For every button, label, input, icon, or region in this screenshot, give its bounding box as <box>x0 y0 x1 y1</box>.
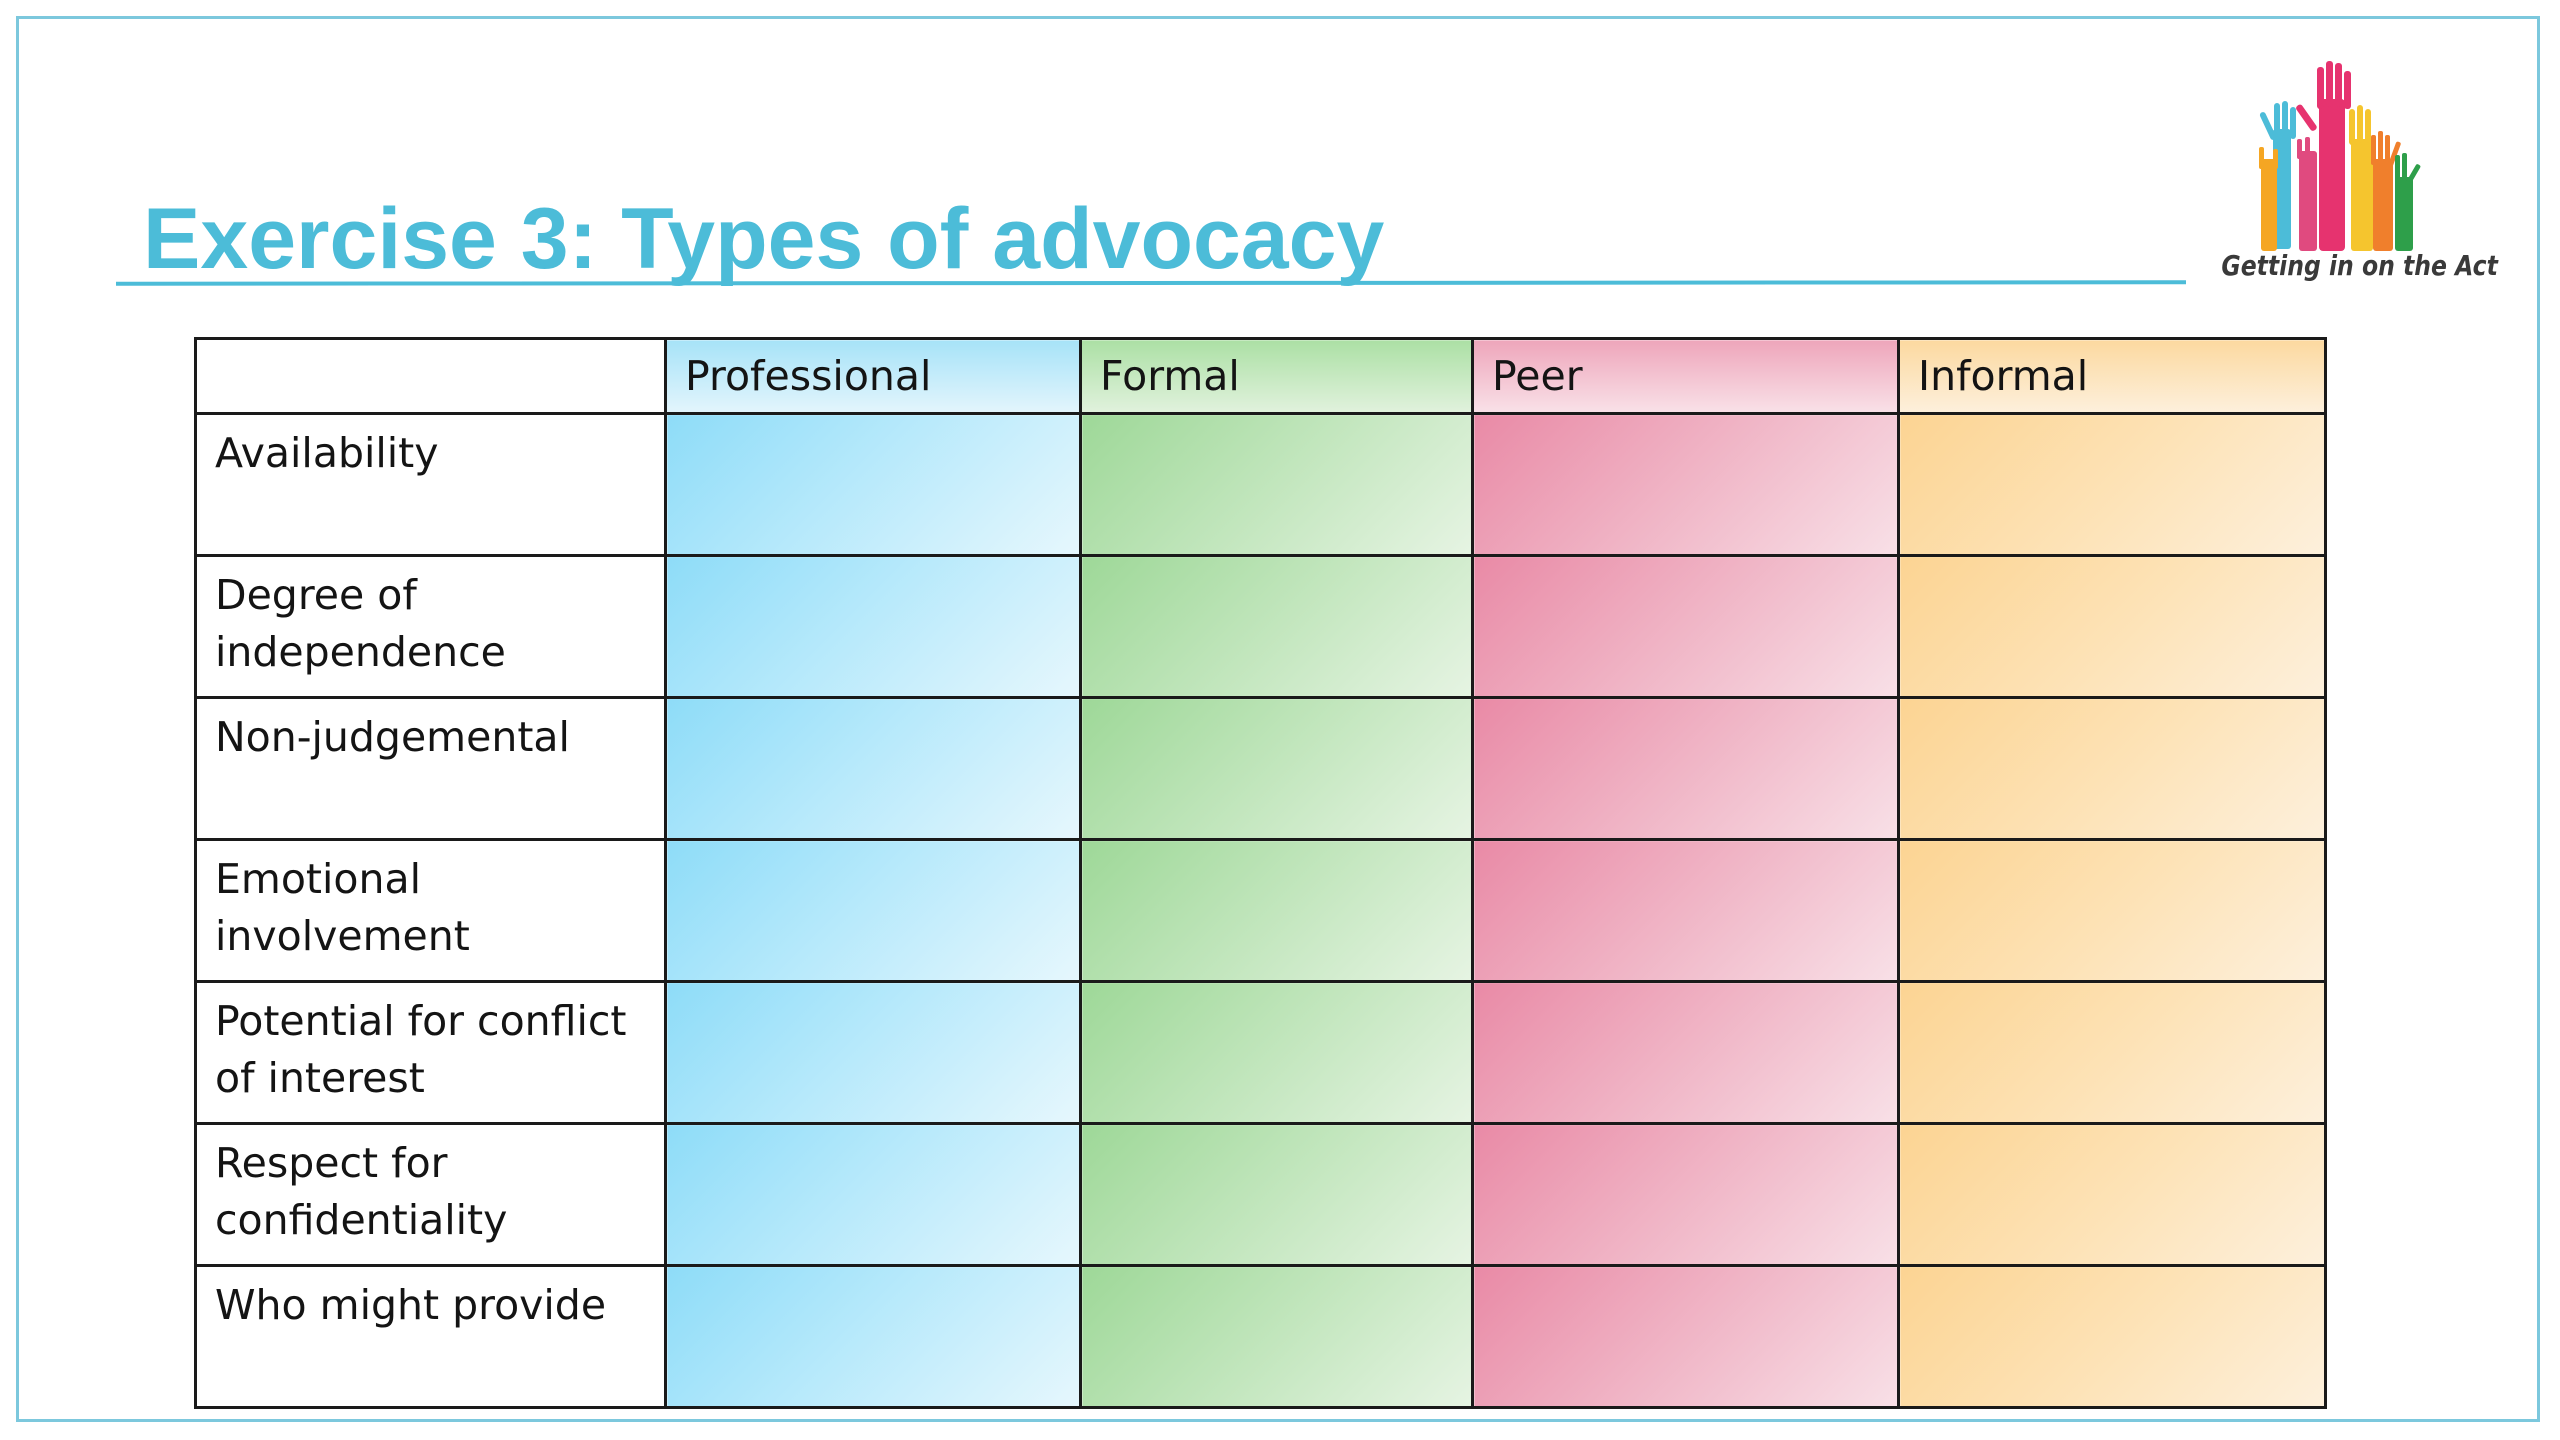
column-header-informal: Informal <box>1897 337 2327 415</box>
logo-caption: Getting in on the Act <box>2221 249 2498 282</box>
title-underline <box>115 280 2187 286</box>
page-title: Exercise 3: Types of advocacy <box>143 191 1385 287</box>
table-row: Degree of independence <box>194 554 2327 699</box>
cell-availability-informal[interactable] <box>1897 412 2327 557</box>
cell-provider-peer[interactable] <box>1471 1264 1900 1409</box>
cell-conflict-professional[interactable] <box>664 980 1082 1125</box>
cell-emotional-peer[interactable] <box>1471 838 1900 983</box>
raised-hands-icon <box>2259 61 2421 251</box>
cell-independence-formal[interactable] <box>1079 554 1474 699</box>
column-header-professional: Professional <box>664 337 1082 415</box>
cell-confidentiality-professional[interactable] <box>664 1122 1082 1267</box>
row-label-availability: Availability <box>194 412 667 557</box>
slide: Exercise 3: Types of advocacy <box>16 16 2540 1422</box>
cell-independence-peer[interactable] <box>1471 554 1900 699</box>
cell-conflict-informal[interactable] <box>1897 980 2327 1125</box>
cell-confidentiality-formal[interactable] <box>1079 1122 1474 1267</box>
cell-availability-peer[interactable] <box>1471 412 1900 557</box>
cell-conflict-peer[interactable] <box>1471 980 1900 1125</box>
header-corner-cell <box>194 337 667 415</box>
table-row: Availability <box>194 412 2327 557</box>
cell-provider-professional[interactable] <box>664 1264 1082 1409</box>
table-header-row: Professional Formal Peer Informal <box>194 337 2327 415</box>
cell-provider-informal[interactable] <box>1897 1264 2327 1409</box>
cell-non-judgemental-peer[interactable] <box>1471 696 1900 841</box>
row-label-emotional-involvement: Emotional involvement <box>194 838 667 983</box>
logo: Getting in on the Act <box>2199 59 2498 299</box>
cell-confidentiality-informal[interactable] <box>1897 1122 2327 1267</box>
cell-conflict-formal[interactable] <box>1079 980 1474 1125</box>
table-row: Respect for confidentiality <box>194 1122 2327 1267</box>
cell-non-judgemental-professional[interactable] <box>664 696 1082 841</box>
row-label-who-might-provide: Who might provide <box>194 1264 667 1409</box>
column-header-peer: Peer <box>1471 337 1900 415</box>
cell-non-judgemental-informal[interactable] <box>1897 696 2327 841</box>
table-row: Emotional involvement <box>194 838 2327 983</box>
advocacy-table: Professional Formal Peer Informal Availa… <box>194 337 2327 1409</box>
cell-emotional-professional[interactable] <box>664 838 1082 983</box>
row-label-non-judgemental: Non-judgemental <box>194 696 667 841</box>
cell-availability-professional[interactable] <box>664 412 1082 557</box>
cell-non-judgemental-formal[interactable] <box>1079 696 1474 841</box>
column-header-formal: Formal <box>1079 337 1474 415</box>
table-row: Non-judgemental <box>194 696 2327 841</box>
table-row: Who might provide <box>194 1264 2327 1409</box>
row-label-degree-of-independence: Degree of independence <box>194 554 667 699</box>
cell-confidentiality-peer[interactable] <box>1471 1122 1900 1267</box>
table-row: Potential for conflict of interest <box>194 980 2327 1125</box>
cell-availability-formal[interactable] <box>1079 412 1474 557</box>
row-label-confidentiality: Respect for confidentiality <box>194 1122 667 1267</box>
cell-provider-formal[interactable] <box>1079 1264 1474 1409</box>
cell-independence-professional[interactable] <box>664 554 1082 699</box>
cell-emotional-informal[interactable] <box>1897 838 2327 983</box>
cell-emotional-formal[interactable] <box>1079 838 1474 983</box>
row-label-conflict-of-interest: Potential for conflict of interest <box>194 980 667 1125</box>
cell-independence-informal[interactable] <box>1897 554 2327 699</box>
